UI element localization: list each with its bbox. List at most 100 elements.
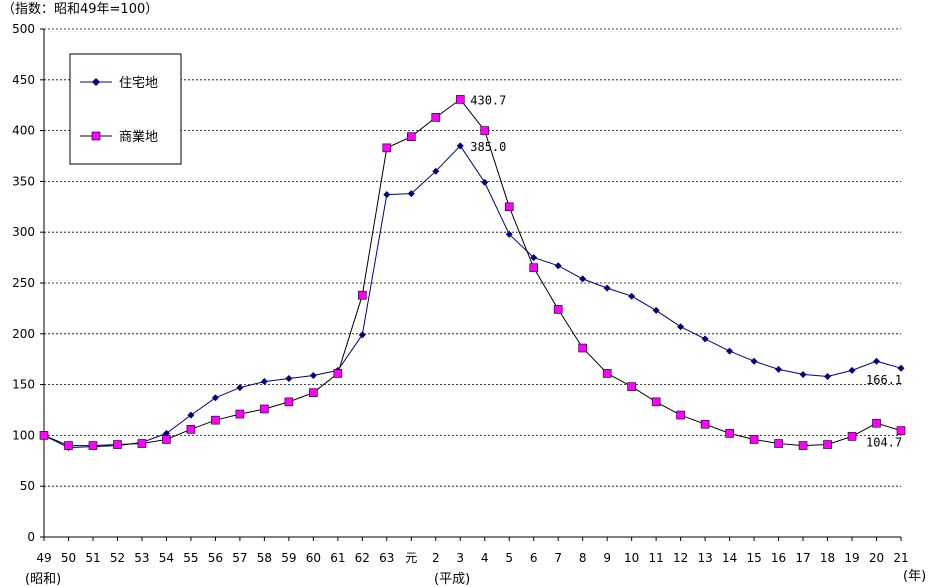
x-tick-label: 49: [36, 551, 51, 565]
series-line-residential: [43, 145, 902, 449]
data-point-commercial: [480, 126, 490, 135]
x-tick-label: 21: [893, 551, 908, 565]
data-point-residential: [236, 384, 244, 392]
data-point-commercial: [553, 305, 563, 314]
data-point-residential: [775, 365, 783, 373]
data-point-residential: [309, 371, 317, 379]
data-point-residential: [897, 364, 905, 372]
legend-marker-commercial: [91, 131, 101, 141]
data-point-residential: [873, 357, 881, 365]
era-label-year: (年): [903, 569, 926, 584]
data-point-residential: [505, 230, 513, 238]
x-tick-label: 19: [844, 551, 859, 565]
data-point-commercial: [896, 426, 906, 435]
data-point-commercial: [700, 419, 710, 429]
data-label: 430.7: [470, 93, 506, 107]
x-tick-label: 元: [405, 551, 417, 565]
x-tick-label: 9: [603, 551, 611, 565]
data-point-commercial: [725, 429, 734, 438]
y-tick-label: 400: [12, 124, 35, 138]
data-label: 104.7: [866, 436, 902, 450]
era-label-showa: (昭和): [25, 572, 61, 587]
x-tick-label: 18: [820, 551, 835, 565]
y-tick-label: 50: [20, 479, 35, 493]
x-tick-label: 17: [795, 551, 810, 565]
y-tick-label: 450: [12, 73, 35, 87]
data-point-commercial: [529, 263, 539, 273]
data-label: 385.0: [470, 140, 506, 154]
data-point-commercial: [382, 143, 392, 153]
x-tick-label: 15: [746, 551, 761, 565]
data-labels: 385.0 166.1 430.7 104.7: [470, 93, 902, 449]
data-point-residential: [677, 323, 685, 331]
x-tick-label: 2: [432, 551, 440, 565]
y-tick-label: 150: [12, 378, 35, 392]
legend-label-residential: 住宅地: [119, 76, 158, 91]
x-tick-label: 13: [697, 551, 712, 565]
data-point-residential: [358, 331, 366, 339]
data-point-residential: [652, 306, 660, 314]
data-point-residential: [187, 411, 195, 419]
data-point-commercial: [235, 409, 245, 419]
data-point-commercial: [749, 435, 759, 444]
data-point-commercial: [186, 425, 196, 434]
x-tick-label: 14: [722, 551, 737, 565]
y-tick-label: 200: [12, 327, 35, 341]
data-point-residential: [456, 142, 464, 150]
x-tick-label: 63: [379, 551, 394, 565]
data-point-residential: [603, 284, 611, 292]
x-tick-label: 62: [355, 551, 370, 565]
x-tick-label: 11: [649, 551, 664, 565]
x-tick-label: 58: [257, 551, 272, 565]
data-point-commercial: [211, 415, 220, 425]
data-point-residential: [824, 372, 832, 380]
y-tick-label: 300: [12, 225, 35, 239]
data-point-commercial: [823, 440, 832, 449]
data-point-residential: [750, 357, 758, 365]
legend-marker-residential: [92, 78, 100, 86]
y-tick-label: 350: [12, 174, 35, 188]
data-point-residential: [285, 375, 293, 383]
unit-label: （指数：昭和49年=100）: [2, 2, 158, 17]
data-point-residential: [211, 394, 219, 402]
data-point-residential: [701, 335, 709, 343]
data-point-commercial: [798, 441, 808, 450]
data-point-commercial: [847, 432, 857, 441]
data-point-residential: [799, 370, 807, 378]
x-tick-label: 60: [306, 551, 321, 565]
data-point-commercial: [137, 439, 147, 448]
y-tick-labels: 0 50 100 150 200 250 300 350 400 450 500: [12, 22, 35, 544]
data-point-residential: [530, 254, 538, 262]
y-tick-label: 500: [12, 22, 35, 36]
y-tick-label: 250: [12, 276, 35, 290]
data-point-commercial: [872, 418, 881, 428]
x-tick-label: 51: [85, 551, 100, 565]
data-point-commercial: [309, 388, 318, 398]
data-point-residential: [628, 292, 636, 300]
x-tick-label: 53: [134, 551, 149, 565]
x-tick-label: 4: [481, 551, 489, 565]
x-tick-label: 20: [869, 551, 884, 565]
data-point-commercial: [333, 369, 343, 378]
data-point-residential: [260, 378, 268, 386]
data-point-commercial: [284, 397, 294, 407]
data-point-commercial: [358, 290, 367, 300]
x-tick-labels: 49 50 51 52 53 54 55 56 57 58 59 60 61 62 63 元 2 3 4 5 6 7 8 9 1…: [36, 551, 908, 565]
x-tick-label: 12: [673, 551, 688, 565]
data-point-commercial: [455, 95, 465, 104]
data-point-residential: [432, 167, 440, 175]
data-point-commercial: [260, 404, 269, 414]
data-point-commercial: [88, 441, 98, 450]
axes: [40, 28, 902, 541]
data-point-commercial: [113, 440, 122, 449]
data-point-commercial: [162, 435, 171, 444]
x-tick-label: 55: [183, 551, 198, 565]
data-point-residential: [162, 429, 170, 437]
x-tick-label: 54: [159, 551, 174, 565]
x-tick-label: 10: [624, 551, 639, 565]
data-point-residential: [726, 347, 734, 355]
x-tick-label: 52: [110, 551, 125, 565]
data-point-commercial: [676, 410, 685, 420]
data-point-commercial: [602, 369, 612, 378]
